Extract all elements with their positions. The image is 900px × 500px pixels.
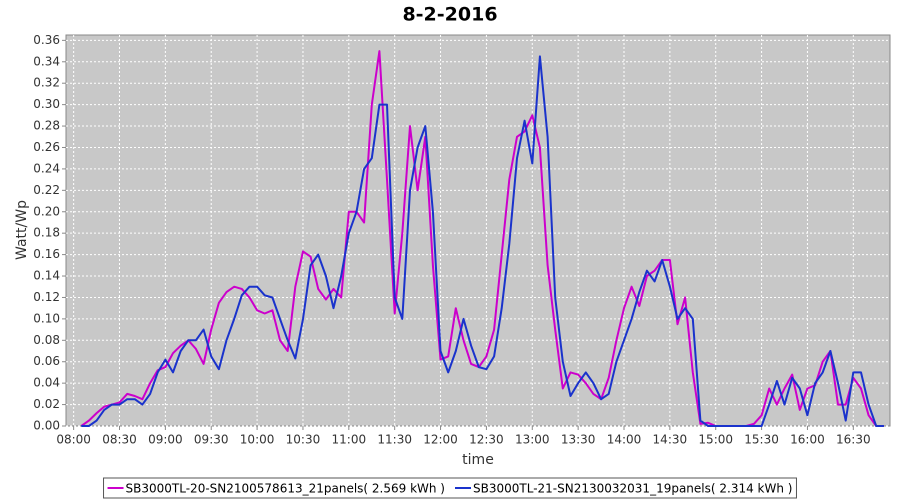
y-tick-label: 0.18 (33, 226, 60, 240)
y-tick-label: 0.12 (33, 290, 60, 304)
x-tick-label: 09:00 (148, 433, 183, 447)
series-line (80, 50, 884, 427)
x-tick-label: 11:00 (332, 433, 367, 447)
x-tick-label: 16:00 (790, 433, 825, 447)
x-tick-label: 10:00 (240, 433, 275, 447)
x-tick-label: 14:30 (653, 433, 688, 447)
x-tick-label: 08:30 (102, 433, 137, 447)
y-tick-label: 0.26 (33, 140, 60, 154)
y-tick-label: 0.20 (33, 204, 60, 218)
x-axis-label: time (462, 452, 494, 468)
chart-title: 8-2-2016 (402, 4, 497, 26)
x-tick-label: 14:00 (607, 433, 642, 447)
x-tick-label: 11:30 (377, 433, 412, 447)
x-tick-label: 08:00 (56, 433, 91, 447)
x-tick-label: 09:30 (194, 433, 229, 447)
y-tick-label: 0.22 (33, 183, 60, 197)
y-tick-label: 0.10 (33, 311, 60, 325)
y-tick-label: 0.04 (33, 376, 60, 390)
legend-box (103, 477, 797, 499)
x-tick-label: 12:30 (469, 433, 504, 447)
y-tick-label: 0.32 (33, 76, 60, 90)
legend-label: SB3000TL-21-SN2130032031_19panels( 2.314… (473, 482, 792, 496)
y-tick-label: 0.06 (33, 354, 60, 368)
legend: SB3000TL-20-SN2100578613_21panels( 2.569… (107, 482, 792, 496)
y-tick-label: 0.16 (33, 247, 60, 261)
x-tick-label: 10:30 (286, 433, 321, 447)
series-line (81, 55, 884, 427)
y-tick-label: 0.00 (33, 419, 60, 433)
y-tick-label: 0.36 (33, 33, 60, 47)
x-tick-label: 16:30 (836, 433, 871, 447)
y-axis-label: Watt/Wp (14, 200, 30, 260)
x-tick-label: 15:00 (698, 433, 733, 447)
y-tick-label: 0.28 (33, 119, 60, 133)
legend-label: SB3000TL-20-SN2100578613_21panels( 2.569… (126, 482, 445, 496)
y-tick-label: 0.08 (33, 333, 60, 347)
x-tick-label: 13:30 (561, 433, 596, 447)
y-tick-label: 0.30 (33, 97, 60, 111)
x-tick-label: 12:00 (423, 433, 458, 447)
y-tick-label: 0.34 (33, 54, 60, 68)
y-tick-label: 0.14 (33, 269, 60, 283)
y-tick-label: 0.02 (33, 397, 60, 411)
x-tick-label: 13:00 (515, 433, 550, 447)
x-tick-label: 15:30 (744, 433, 779, 447)
y-tick-label: 0.24 (33, 161, 60, 175)
